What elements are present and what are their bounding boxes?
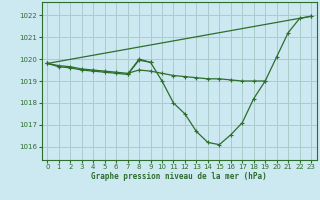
- X-axis label: Graphe pression niveau de la mer (hPa): Graphe pression niveau de la mer (hPa): [91, 172, 267, 181]
